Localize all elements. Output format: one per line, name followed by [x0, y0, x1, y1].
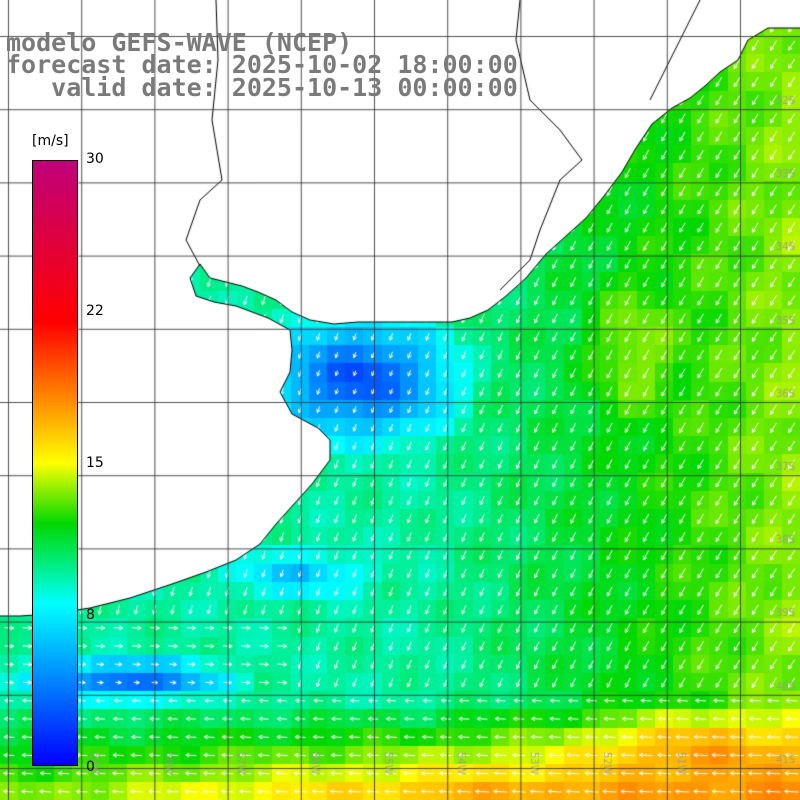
colorbar-tick-30: 30 — [86, 151, 104, 167]
colorbar — [32, 160, 78, 766]
colorbar-tick-0: 0 — [86, 759, 95, 775]
model-title: modelo GEFS-WAVE (NCEP) — [6, 28, 353, 57]
colorbar-tick-22: 22 — [86, 303, 104, 319]
colorbar-tick-8: 8 — [86, 607, 95, 623]
colorbar-unit-label: [m/s] — [32, 133, 69, 149]
valid-date-title: valid date: 2025-10-13 00:00:00 — [6, 73, 518, 102]
colorbar-tick-15: 15 — [86, 455, 104, 471]
forecast-date-title: forecast date: 2025-10-02 18:00:00 — [6, 50, 518, 79]
